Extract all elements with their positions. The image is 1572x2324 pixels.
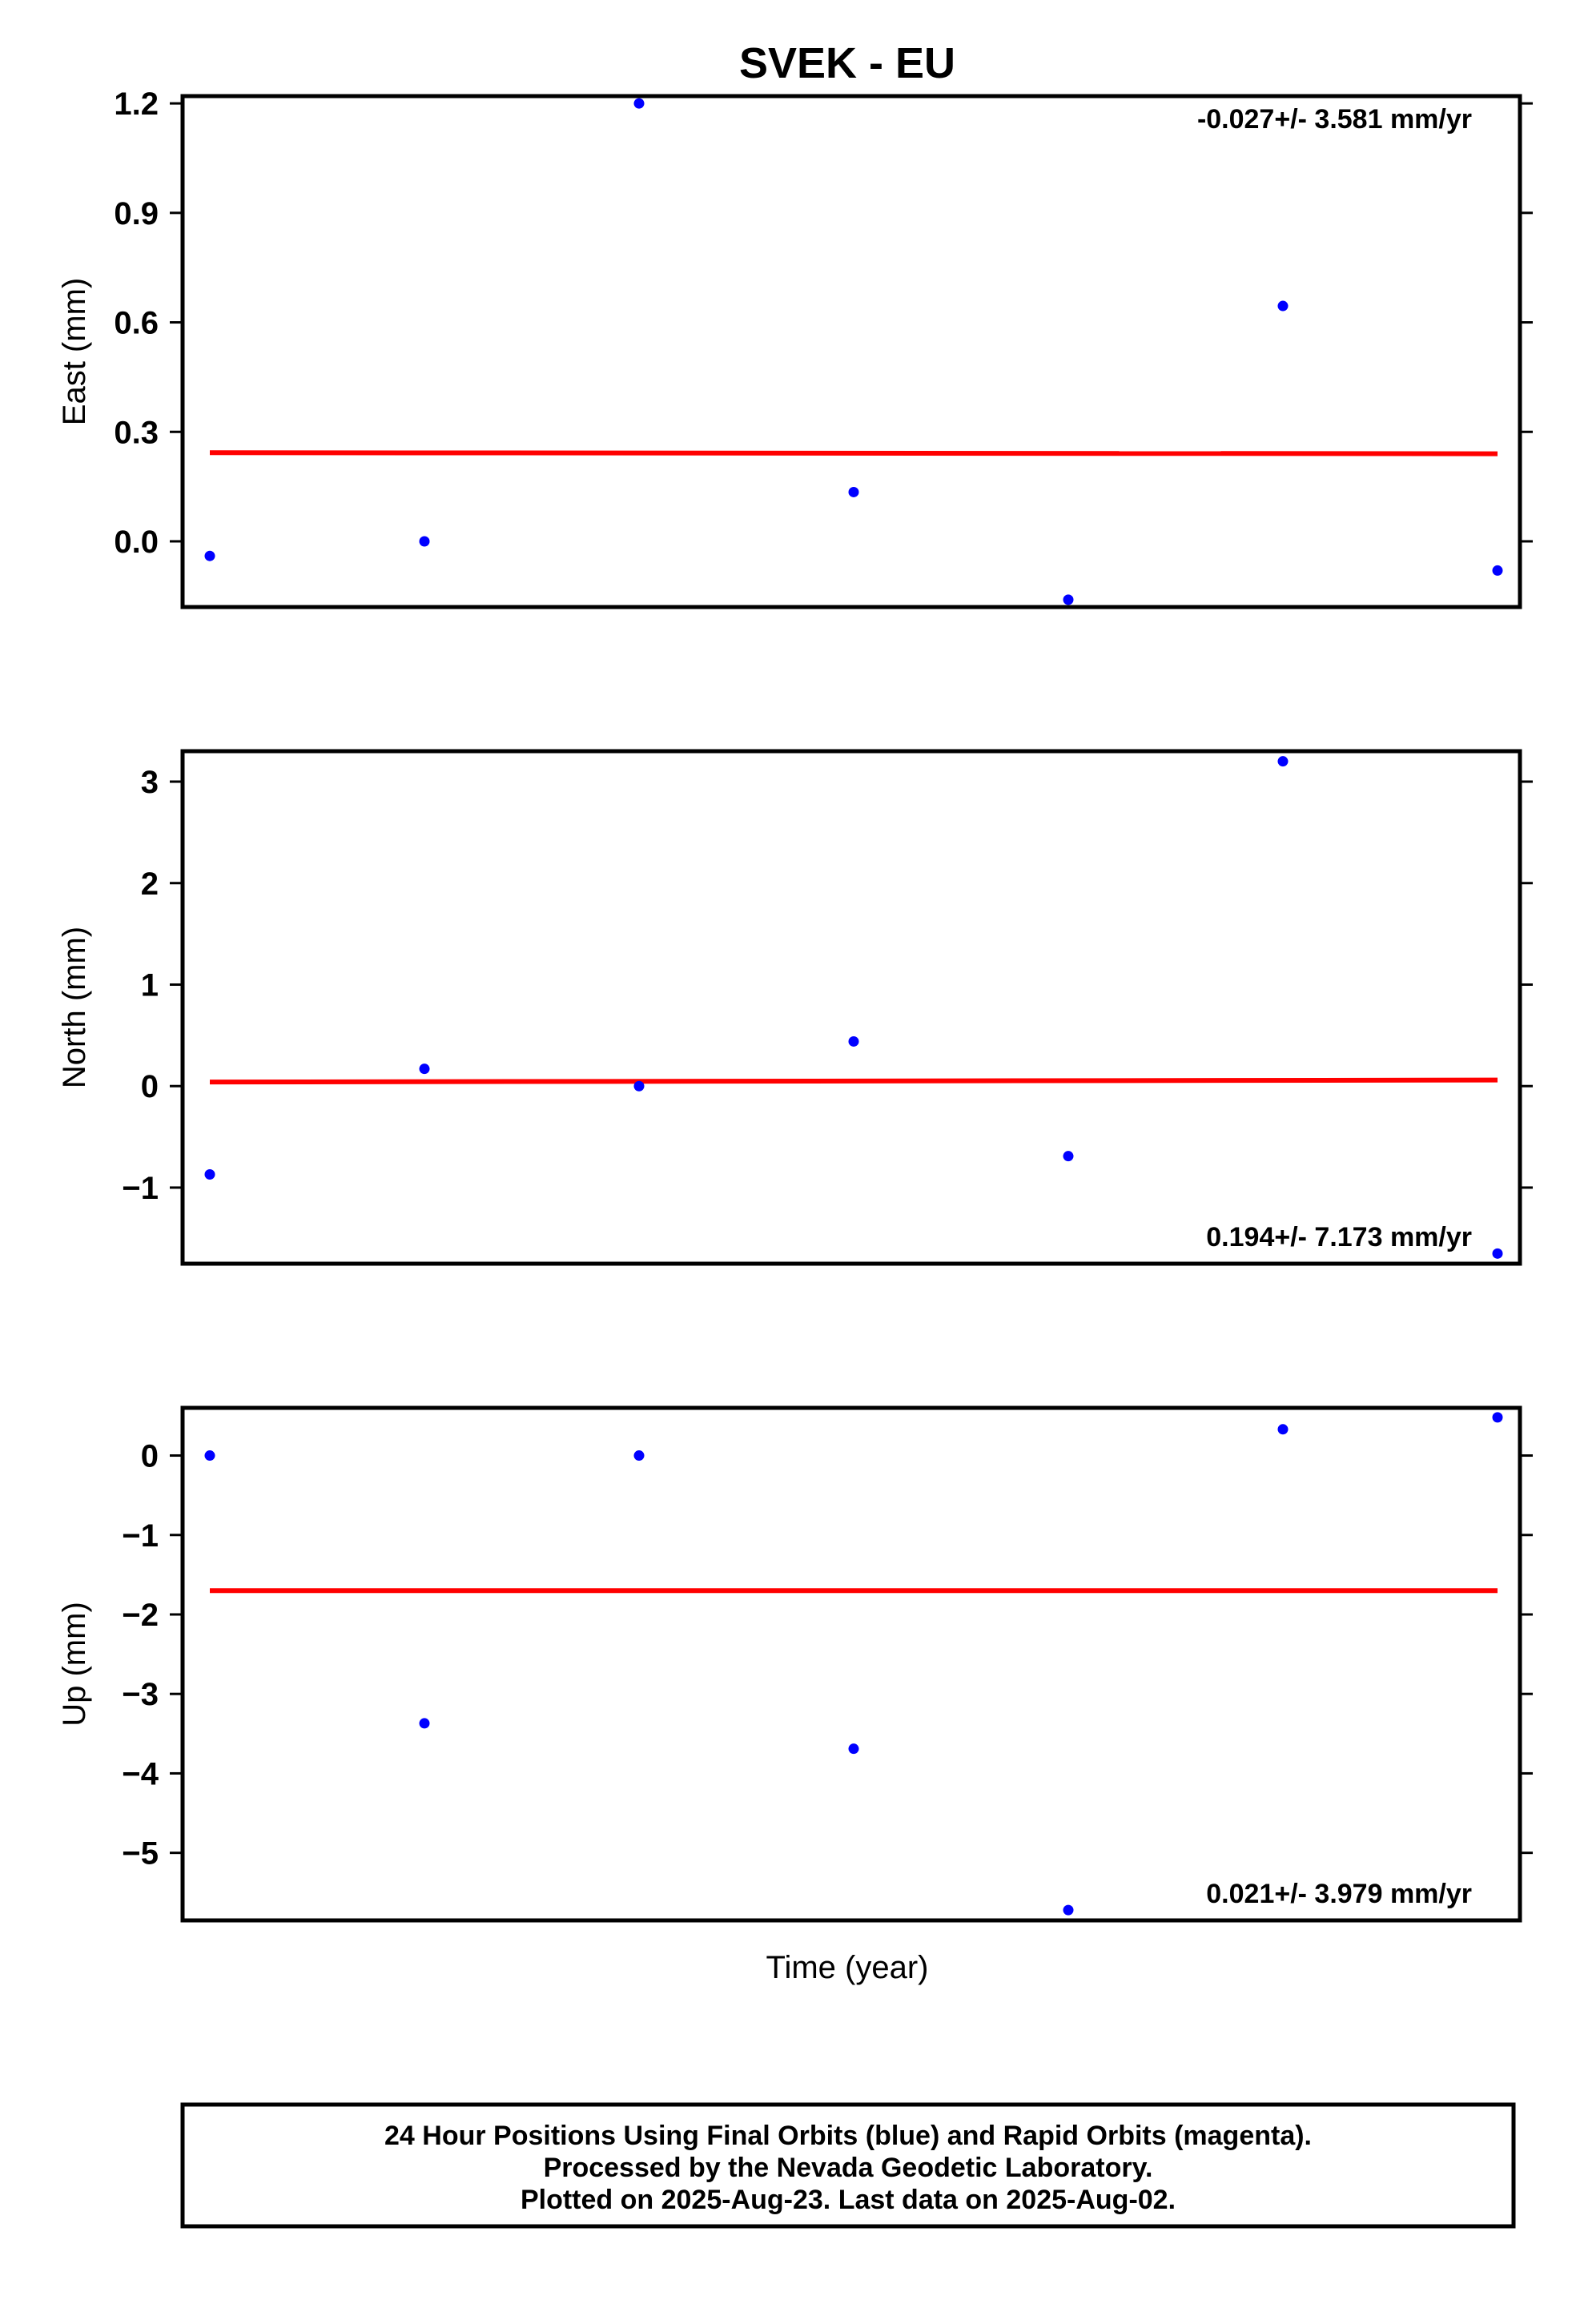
north-ytick-label: 3: [141, 765, 159, 800]
north-ytick-label: 2: [141, 866, 159, 902]
east-data-point: [1277, 300, 1289, 312]
east-data-point: [419, 536, 430, 547]
north-data-point: [1063, 1151, 1074, 1162]
up-ytick-label: −3: [122, 1677, 159, 1712]
north-data-point: [1492, 1248, 1503, 1259]
up-data-point: [1063, 1904, 1074, 1916]
up-data-point: [204, 1450, 215, 1462]
east-rate-annotation: -0.027+/- 3.581 mm/yr: [1197, 104, 1472, 135]
footer-line: Processed by the Nevada Geodetic Laborat…: [544, 2153, 1153, 2183]
east-ytick-label: 0.6: [114, 306, 159, 341]
up-ytick-label: −4: [122, 1756, 159, 1791]
north-data-point: [419, 1063, 430, 1075]
east-data-point: [1492, 565, 1503, 576]
x-axis-label: Time (year): [766, 1950, 929, 1985]
north-y-axis-label: North (mm): [57, 927, 92, 1088]
east-data-point: [848, 486, 859, 497]
north-ytick-label: 0: [141, 1069, 159, 1104]
up-ytick-label: 0: [141, 1439, 159, 1474]
up-rate-annotation: 0.021+/- 3.979 mm/yr: [1206, 1879, 1472, 1909]
up-data-point: [633, 1450, 645, 1462]
up-data-point: [419, 1718, 430, 1729]
east-panel-frame: [180, 94, 1522, 609]
up-data-point: [1492, 1412, 1503, 1423]
footer-box: 24 Hour Positions Using Final Orbits (bl…: [180, 2102, 1516, 2229]
east-fit-line: [209, 450, 1498, 456]
north-data-point: [848, 1035, 859, 1047]
north-ytick-label: −1: [122, 1171, 159, 1206]
footer-line: Plotted on 2025-Aug-23. Last data on 202…: [521, 2185, 1176, 2215]
north-ytick-label: 1: [141, 967, 159, 1003]
up-ytick-label: −2: [122, 1598, 159, 1633]
east-ytick-label: 1.2: [114, 86, 159, 122]
north-data-point: [204, 1168, 215, 1180]
up-data-point: [848, 1743, 859, 1755]
footer-line: 24 Hour Positions Using Final Orbits (bl…: [384, 2121, 1312, 2151]
north-data-point: [1277, 756, 1289, 767]
up-ytick-label: −5: [122, 1836, 159, 1872]
north-panel-frame: [180, 749, 1522, 1266]
north-fit-line: [209, 1077, 1498, 1085]
up-data-point: [1277, 1424, 1289, 1435]
up-ytick-label: −1: [122, 1518, 159, 1554]
east-ytick-label: 0.0: [114, 525, 159, 560]
east-data-point: [204, 550, 215, 561]
north-rate-annotation: 0.194+/- 7.173 mm/yr: [1206, 1222, 1472, 1252]
east-data-point: [1063, 594, 1074, 605]
up-panel-frame: [180, 1405, 1522, 1923]
east-data-point: [633, 98, 645, 109]
east-ytick-label: 0.3: [114, 415, 159, 450]
up-y-axis-label: Up (mm): [57, 1602, 92, 1727]
east-y-axis-label: East (mm): [57, 278, 92, 425]
east-ytick-label: 0.9: [114, 196, 159, 231]
north-data-point: [633, 1080, 645, 1092]
figure-title: SVEK - EU: [739, 39, 955, 87]
